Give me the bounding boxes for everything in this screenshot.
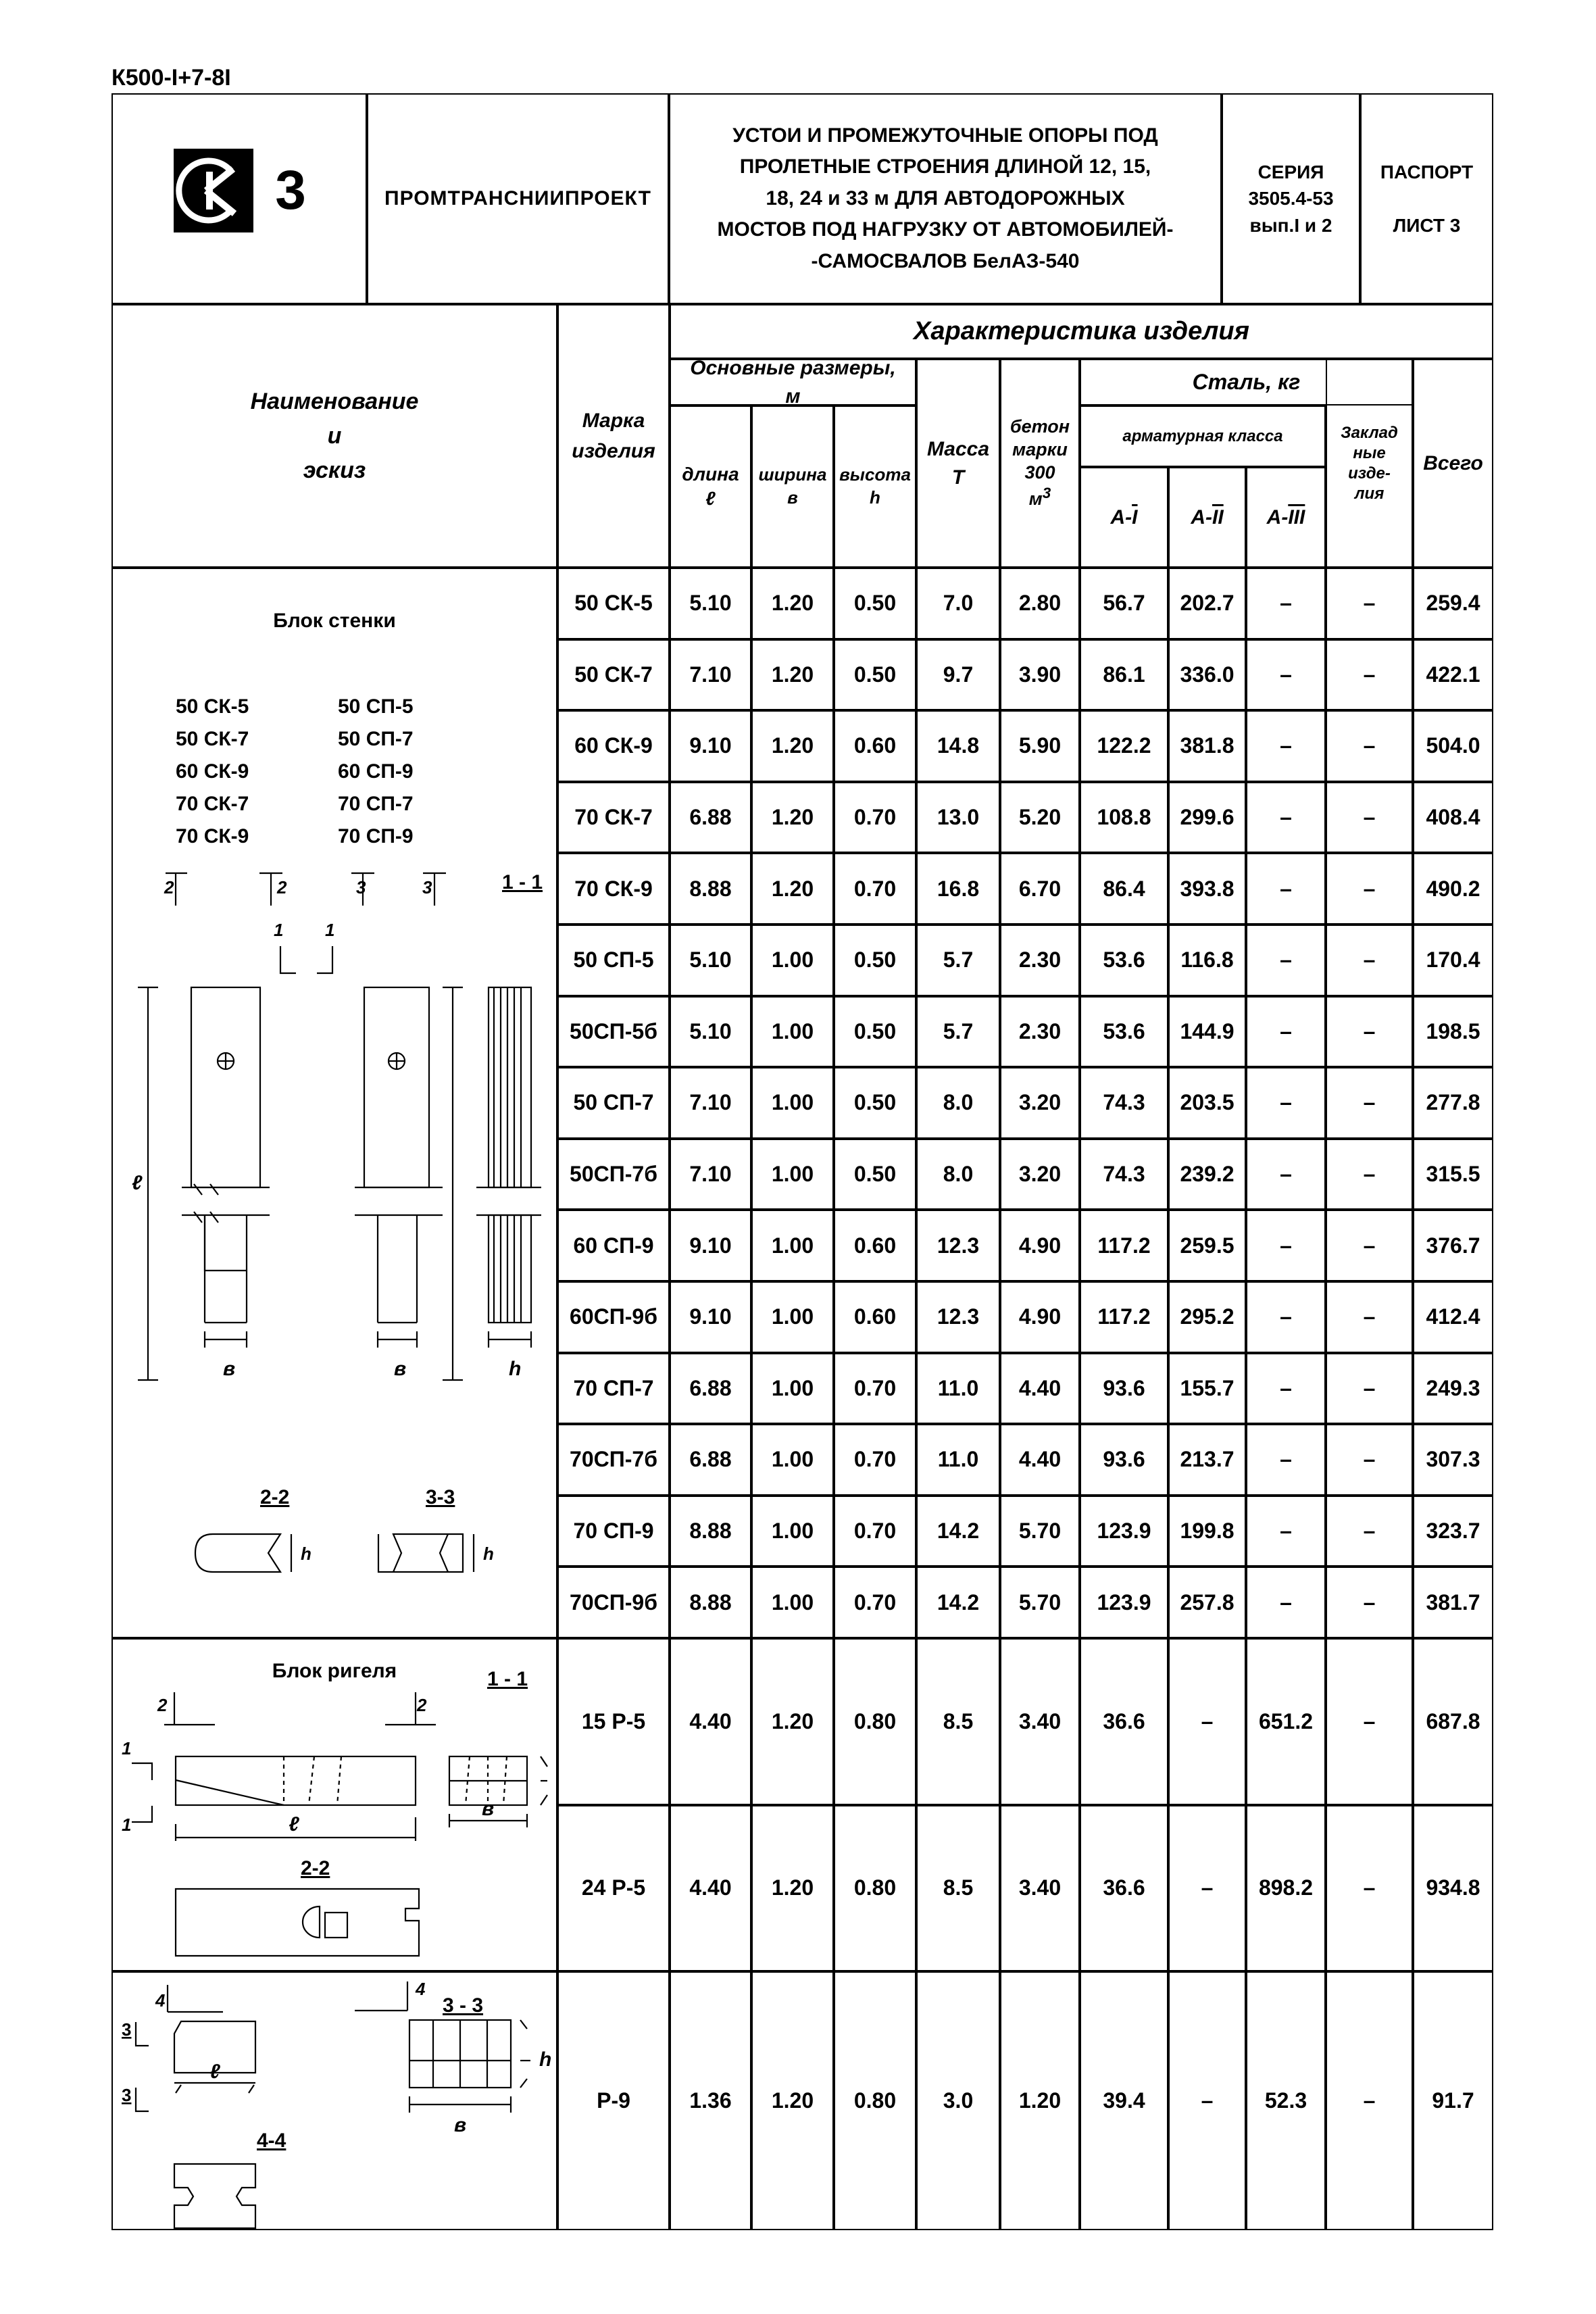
svg-text:2-2: 2-2 [260, 1486, 289, 1508]
svg-text:70 СК-7: 70 СК-7 [176, 793, 249, 815]
svg-text:50 СК-5: 50 СК-5 [176, 695, 249, 718]
svg-text:50 СП-7: 50 СП-7 [338, 728, 414, 750]
svg-text:70 СП-7: 70 СП-7 [338, 793, 414, 815]
svg-text:60 СП-9: 60 СП-9 [338, 760, 414, 783]
svg-text:3-3: 3-3 [426, 1486, 455, 1508]
svg-text:Блок ригеля: Блок ригеля [272, 1660, 397, 1682]
svg-text:1: 1 [122, 1738, 131, 1758]
svg-text:1: 1 [122, 1815, 131, 1835]
svg-text:70 СК-9: 70 СК-9 [176, 825, 249, 847]
svg-text:ℓ: ℓ [289, 1813, 299, 1836]
svg-text:1 - 1: 1 - 1 [502, 871, 543, 893]
svg-text:50 СП-5: 50 СП-5 [338, 695, 414, 718]
svg-text:4-4: 4-4 [257, 2130, 286, 2152]
svg-text:ℓ: ℓ [209, 2061, 220, 2083]
svg-text:h: h [301, 1544, 311, 1564]
svg-text:3: 3 [122, 2019, 131, 2040]
svg-text:ℓ: ℓ [132, 1172, 143, 1194]
svg-text:2: 2 [276, 877, 287, 897]
svg-text:в: в [394, 1358, 406, 1380]
svg-text:Блок стенки: Блок стенки [273, 610, 396, 632]
svg-text:4: 4 [155, 1990, 166, 2011]
svg-text:3 - 3: 3 - 3 [443, 1994, 483, 2017]
svg-text:3: 3 [422, 877, 432, 897]
svg-text:60 СК-9: 60 СК-9 [176, 760, 249, 783]
svg-text:2: 2 [157, 1695, 168, 1715]
svg-text:в: в [223, 1358, 235, 1380]
svg-text:1: 1 [325, 920, 334, 940]
svg-text:3: 3 [122, 2085, 131, 2105]
svg-text:2: 2 [164, 877, 174, 897]
svg-text:h: h [483, 1544, 494, 1564]
svg-text:h: h [509, 1358, 521, 1380]
svg-text:1 - 1: 1 - 1 [487, 1668, 528, 1690]
svg-text:h: h [539, 2048, 551, 2071]
svg-text:70 СП-9: 70 СП-9 [338, 825, 414, 847]
svg-text:4: 4 [415, 1979, 426, 1999]
svg-text:50 СК-7: 50 СК-7 [176, 728, 249, 750]
svg-text:1: 1 [274, 920, 283, 940]
svg-text:в: в [454, 2114, 466, 2136]
svg-text:2-2: 2-2 [301, 1857, 330, 1879]
svg-text:3: 3 [356, 877, 366, 897]
svg-text:2: 2 [416, 1695, 427, 1715]
svg-text:в: в [482, 1798, 494, 1820]
